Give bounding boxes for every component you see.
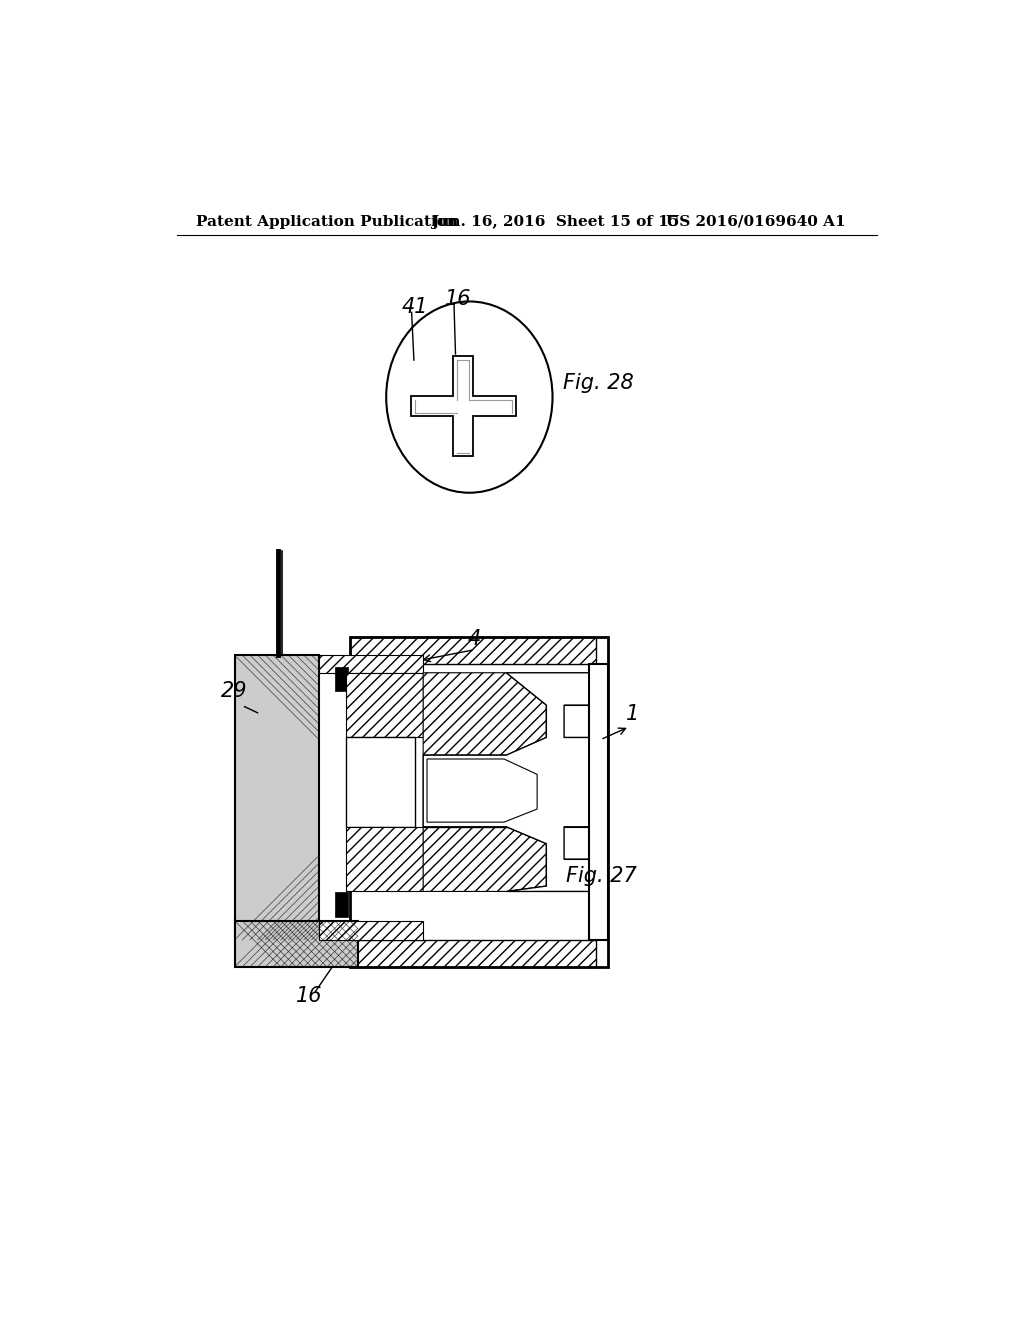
Text: 41: 41 bbox=[401, 297, 428, 317]
Text: 4: 4 bbox=[468, 630, 481, 649]
Bar bbox=[335, 892, 348, 917]
Bar bbox=[319, 655, 423, 673]
Bar bbox=[350, 638, 596, 664]
Text: Patent Application Publication: Patent Application Publication bbox=[196, 215, 458, 228]
Text: 16: 16 bbox=[444, 289, 471, 309]
Bar bbox=[319, 921, 423, 940]
Bar bbox=[234, 921, 357, 966]
Polygon shape bbox=[423, 826, 547, 891]
Bar bbox=[350, 940, 596, 966]
Bar bbox=[335, 667, 348, 692]
Text: 16: 16 bbox=[296, 986, 323, 1006]
Bar bbox=[589, 664, 608, 940]
Bar bbox=[346, 673, 423, 738]
Bar bbox=[346, 826, 423, 891]
Text: 29: 29 bbox=[221, 681, 248, 701]
Polygon shape bbox=[423, 673, 547, 755]
Text: 1: 1 bbox=[626, 705, 639, 725]
Polygon shape bbox=[423, 673, 589, 891]
Text: Fig. 27: Fig. 27 bbox=[565, 866, 636, 886]
Polygon shape bbox=[411, 356, 515, 457]
Text: Fig. 28: Fig. 28 bbox=[563, 374, 634, 393]
Bar bbox=[234, 655, 319, 940]
Bar bbox=[346, 738, 416, 826]
Text: US 2016/0169640 A1: US 2016/0169640 A1 bbox=[666, 215, 846, 228]
Bar bbox=[350, 638, 608, 966]
Text: Jun. 16, 2016  Sheet 15 of 15: Jun. 16, 2016 Sheet 15 of 15 bbox=[431, 215, 679, 228]
Bar bbox=[423, 755, 543, 826]
